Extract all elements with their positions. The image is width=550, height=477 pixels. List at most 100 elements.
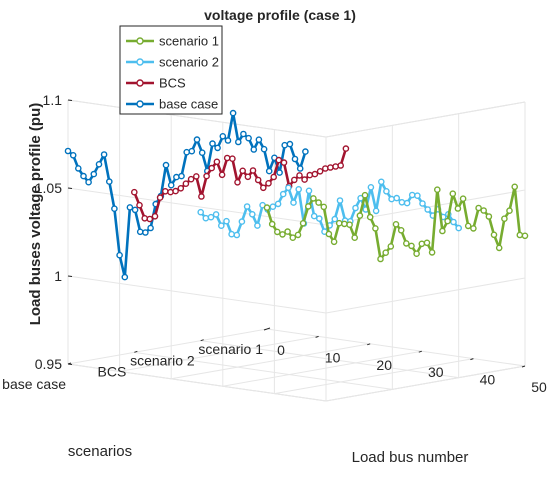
x-tick-mark [263, 328, 268, 331]
data-point [208, 164, 215, 172]
data-point [202, 214, 210, 222]
data-point [182, 180, 190, 187]
x-tick-label: 40 [480, 372, 496, 388]
data-point [490, 231, 498, 239]
data-point [450, 218, 457, 226]
data-point [392, 220, 400, 228]
data-point [361, 191, 369, 199]
data-point [382, 249, 390, 256]
data-point [178, 172, 185, 180]
data-point [234, 178, 241, 186]
data-point [310, 195, 317, 202]
data-point [263, 204, 271, 211]
data-point [69, 151, 77, 159]
data-point [259, 184, 267, 192]
grid-line [325, 101, 526, 138]
data-point [270, 173, 278, 181]
data-point [229, 109, 237, 117]
data-point [413, 250, 420, 257]
data-point [316, 167, 324, 175]
data-point [244, 173, 252, 181]
grid-line [274, 358, 474, 395]
data-point [295, 185, 303, 193]
y-tick-mark [67, 187, 73, 189]
data-point [229, 155, 236, 162]
data-point [255, 136, 263, 143]
data-point [304, 203, 312, 210]
data-point [459, 195, 467, 202]
data-point [203, 172, 210, 180]
data-point [305, 187, 313, 195]
data-point [470, 225, 477, 232]
data-point [276, 169, 283, 176]
data-point [372, 207, 380, 215]
data-point [136, 228, 144, 236]
y-tick-label: 0.95 [35, 356, 62, 372]
data-point [403, 199, 411, 207]
data-point [480, 207, 488, 214]
data-point [198, 193, 205, 200]
data-point [234, 138, 242, 146]
scenario-tick-mark [67, 362, 72, 365]
data-point [449, 190, 457, 197]
data-point [290, 176, 298, 184]
x-tick-mark [315, 335, 319, 338]
data-point [346, 221, 353, 228]
y-tick-label: 1.1 [43, 92, 63, 108]
data-point [100, 151, 108, 158]
data-point [219, 132, 227, 140]
data-point [299, 219, 307, 227]
data-point [337, 162, 345, 169]
data-point [495, 244, 503, 252]
data-point [167, 188, 174, 196]
data-point [95, 160, 103, 168]
data-point [243, 203, 251, 210]
data-point [521, 232, 529, 240]
data-point [511, 183, 519, 191]
data-point [254, 176, 262, 184]
data-point [464, 222, 472, 230]
data-point [367, 183, 375, 191]
grid-line [200, 340, 459, 379]
x-tick-label: 50 [531, 379, 547, 395]
data-point [131, 206, 139, 214]
x-tick-label: 10 [325, 349, 341, 365]
x-tick-label: 30 [428, 364, 444, 380]
data-point [162, 161, 170, 169]
data-point [444, 217, 451, 225]
data-point [193, 136, 201, 143]
data-point [183, 148, 190, 156]
data-point [296, 165, 304, 172]
x-tick-mark [521, 365, 526, 368]
data-point [321, 165, 329, 172]
data-point [268, 220, 276, 228]
data-point [377, 255, 384, 263]
legend-marker [136, 79, 144, 87]
data-point [341, 220, 348, 228]
data-point [356, 212, 364, 219]
y-tick-label: 1 [54, 268, 62, 284]
data-point [377, 178, 385, 186]
x-tick-label: 0 [277, 342, 285, 358]
data-point [245, 134, 252, 142]
data-point [254, 222, 261, 229]
data-point [64, 147, 72, 155]
series-line [67, 111, 307, 279]
data-point [423, 239, 431, 247]
legend-marker [136, 37, 144, 45]
legend-marker [136, 58, 144, 66]
data-point [207, 213, 215, 221]
data-point [130, 188, 138, 196]
data-point [213, 158, 221, 166]
legend-label: scenario 1 [159, 34, 219, 49]
data-point [352, 204, 359, 212]
grid-line [119, 335, 319, 372]
scenario-tick-label: scenario 2 [130, 353, 195, 369]
data-point [351, 234, 359, 241]
x-tick-mark [470, 358, 474, 361]
data-point [147, 224, 154, 232]
y-tick-mark [67, 275, 73, 277]
data-point [126, 204, 134, 211]
data-point [156, 194, 164, 201]
